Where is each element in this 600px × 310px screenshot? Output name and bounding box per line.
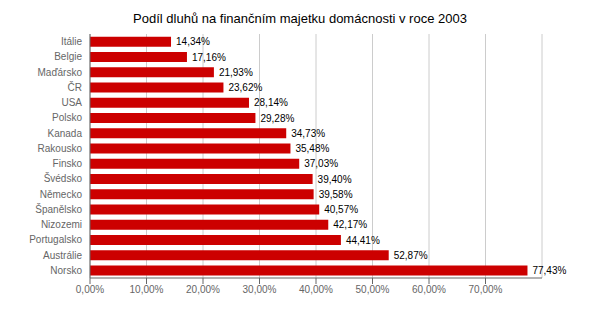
svg-text:29,28%: 29,28% <box>260 113 294 124</box>
svg-text:Rakousko: Rakousko <box>38 143 83 154</box>
svg-text:Německo: Německo <box>40 189 83 200</box>
svg-text:Norsko: Norsko <box>50 265 82 276</box>
svg-text:60,00%: 60,00% <box>412 284 446 295</box>
svg-text:0,00%: 0,00% <box>76 284 104 295</box>
svg-text:44,41%: 44,41% <box>346 235 380 246</box>
svg-text:77,43%: 77,43% <box>532 265 566 276</box>
svg-text:10,00%: 10,00% <box>130 284 164 295</box>
svg-text:ČR: ČR <box>68 81 82 93</box>
svg-text:21,93%: 21,93% <box>219 67 253 78</box>
svg-text:Polsko: Polsko <box>52 112 82 123</box>
svg-text:50,00%: 50,00% <box>356 284 390 295</box>
svg-text:Finsko: Finsko <box>53 158 83 169</box>
svg-text:Belgie: Belgie <box>54 51 82 62</box>
svg-text:70,00%: 70,00% <box>469 284 503 295</box>
svg-text:14,34%: 14,34% <box>176 36 210 47</box>
html-text:Podíl dluhů na financ̆ním maje: Podíl dluhů na financ̆ním majetku domácn… <box>133 11 467 26</box>
svg-text:39,58%: 39,58% <box>319 189 353 200</box>
svg-text:40,00%: 40,00% <box>299 284 333 295</box>
svg-text:42,17%: 42,17% <box>333 219 367 230</box>
svg-text:30,00%: 30,00% <box>243 284 277 295</box>
svg-text:35,48%: 35,48% <box>295 143 329 154</box>
svg-text:37,03%: 37,03% <box>304 158 338 169</box>
svg-text:20,00%: 20,00% <box>186 284 220 295</box>
svg-text:Španělsko: Španělsko <box>35 203 82 215</box>
svg-text:40,57%: 40,57% <box>324 204 358 215</box>
svg-text:28,14%: 28,14% <box>254 97 288 108</box>
svg-text:Kanada: Kanada <box>48 128 83 139</box>
svg-text:23,62%: 23,62% <box>228 82 262 93</box>
svg-text:39,40%: 39,40% <box>318 174 352 185</box>
svg-text:USA: USA <box>61 97 82 108</box>
svg-text:Maďársko: Maďársko <box>38 67 83 78</box>
svg-text:34,73%: 34,73% <box>291 128 325 139</box>
svg-text:Portugalsko: Portugalsko <box>29 234 82 245</box>
svg-text:Austrálie: Austrálie <box>43 250 82 261</box>
svg-text:Nizozemi: Nizozemi <box>41 219 82 230</box>
svg-text:52,87%: 52,87% <box>394 250 428 261</box>
svg-text:Itálie: Itálie <box>61 36 83 47</box>
svg-text:17,16%: 17,16% <box>192 52 226 63</box>
svg-text:Švédsko: Švédsko <box>44 172 83 184</box>
